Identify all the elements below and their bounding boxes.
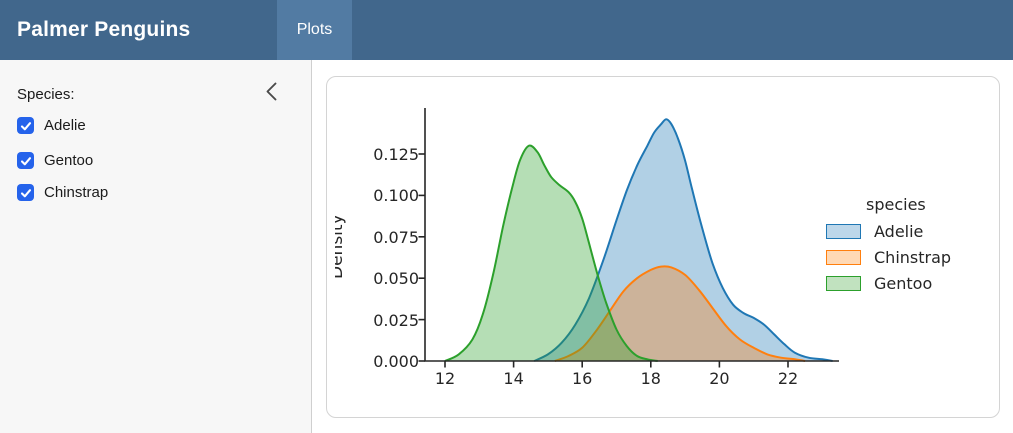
tab-plots[interactable]: Plots	[277, 0, 352, 60]
sidebar: Species: Adelie Gentoo Ch	[0, 60, 312, 433]
check-icon	[20, 156, 31, 165]
y-tick-label: 0.000	[373, 352, 419, 371]
kde-fill-chinstrap	[554, 266, 806, 361]
x-tick-label: 12	[434, 369, 456, 388]
kde-line-gentoo	[444, 144, 658, 362]
legend-label: Gentoo	[874, 273, 933, 293]
chevron-left-icon	[266, 82, 276, 100]
checkbox-row-adelie[interactable]: Adelie	[17, 117, 86, 134]
y-tick-label: 0.075	[373, 227, 419, 247]
y-tick-label: 0.125	[373, 145, 419, 164]
x-tick-label: 16	[572, 369, 593, 388]
kde-chart-canvas	[418, 108, 839, 368]
x-tick-label: 14	[503, 369, 524, 388]
y-tick-label: 0.050	[373, 269, 419, 289]
y-tick-label: 0.100	[373, 186, 419, 206]
check-icon	[20, 188, 31, 197]
kde-fill-adelie	[534, 119, 833, 361]
checkbox-label[interactable]: Gentoo	[44, 152, 94, 169]
y-axis-label-clip: Density	[335, 171, 352, 323]
y-tick-marks	[418, 153, 425, 362]
sidebar-collapse-button[interactable]	[258, 78, 284, 104]
legend-swatch-chinstrap	[826, 249, 861, 265]
y-axis-label: Density	[335, 214, 347, 280]
legend-swatch-adelie	[826, 223, 861, 239]
x-tick-label: 20	[709, 369, 730, 388]
checkbox-row-chinstrap[interactable]: Chinstrap	[17, 184, 108, 201]
legend-title: species	[866, 195, 926, 214]
x-tick-label: 18	[640, 369, 661, 388]
legend-label: Chinstrap	[874, 247, 952, 267]
y-tick-label: 0.025	[373, 310, 419, 330]
x-tick-marks	[444, 361, 789, 368]
species-label: Species:	[17, 86, 75, 103]
legend-label: Adelie	[874, 221, 924, 241]
legend-row-chinstrap: Chinstrap	[826, 247, 991, 267]
checkbox-label[interactable]: Chinstrap	[44, 184, 109, 201]
checkbox-chinstrap[interactable]	[17, 184, 34, 201]
density-plot: 12 14 16 18 20 22 0.000 0.025 0.050 0.07…	[327, 77, 999, 417]
legend-row-gentoo: Gentoo	[826, 273, 991, 293]
app-title: Palmer Penguins	[17, 18, 191, 41]
kde-fill-gentoo	[445, 145, 658, 361]
check-icon	[20, 121, 31, 130]
chart-legend: species Adelie Chinstrap Gentoo	[826, 195, 991, 301]
legend-swatch-gentoo	[826, 275, 861, 291]
kde-line-adelie	[533, 118, 833, 362]
legend-row-adelie: Adelie	[826, 221, 991, 241]
header-bar: Palmer Penguins Plots	[0, 0, 1013, 60]
kde-line-chinstrap	[554, 265, 806, 362]
checkbox-gentoo[interactable]	[17, 152, 34, 169]
plot-card: 12 14 16 18 20 22 0.000 0.025 0.050 0.07…	[326, 76, 1000, 418]
checkbox-label[interactable]: Adelie	[44, 117, 86, 134]
checkbox-adelie[interactable]	[17, 117, 34, 134]
x-tick-label: 22	[777, 369, 799, 388]
checkbox-row-gentoo[interactable]: Gentoo	[17, 152, 93, 169]
